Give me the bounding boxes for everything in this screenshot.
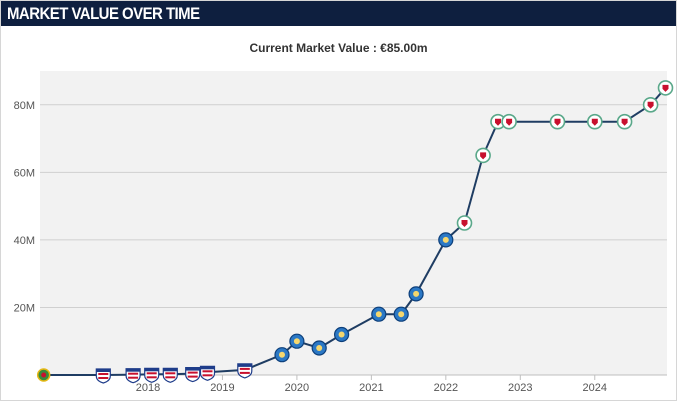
data-point-liverpool[interactable] [501,113,517,130]
y-tick-label: 60M [14,167,35,179]
x-tick-label: 2023 [508,382,532,394]
data-point-junior[interactable] [162,367,178,383]
data-point-junior[interactable] [199,365,216,381]
panel-header: MARKET VALUE OVER TIME [1,1,676,26]
data-point-junior[interactable] [125,368,141,384]
x-tick-label: 2021 [359,382,383,394]
x-tick-label: 2024 [583,382,607,394]
data-point-porto[interactable] [289,333,305,349]
x-tick-label: 2019 [210,382,234,394]
data-point-porto[interactable] [274,347,290,363]
data-point-porto[interactable] [408,286,424,302]
data-point-liverpool[interactable] [586,113,603,130]
data-point-porto[interactable] [311,340,327,356]
x-tick-label: 2018 [136,382,160,394]
data-point-liverpool[interactable] [616,113,633,130]
data-point-porto[interactable] [371,306,387,322]
panel-title: MARKET VALUE OVER TIME [7,4,200,23]
y-axis-ticks: 20M 40M 60M 80M [14,100,35,315]
data-point-liverpool[interactable] [549,113,566,130]
x-tick-label: 2020 [285,382,309,394]
y-tick-label: 20M [14,302,35,314]
data-markers [36,80,674,384]
data-point-porto[interactable] [393,306,409,322]
data-point-liverpool[interactable] [657,80,674,96]
data-point-liverpool[interactable] [456,215,473,231]
plot-area [40,71,667,375]
data-point-junior[interactable] [144,367,160,383]
data-point-junior[interactable] [185,367,201,383]
x-axis-ticks: 2018 2019 2020 2021 2022 2023 2024 [136,375,607,394]
data-point-junior[interactable] [95,368,111,384]
data-point-porto[interactable] [438,232,454,248]
data-point-junior[interactable] [237,363,253,379]
chart-subtitle: Current Market Value : €85.00m [249,41,428,55]
data-point-porto[interactable] [334,326,350,343]
data-point-liverpool[interactable] [475,147,491,164]
y-tick-label: 80M [14,100,35,112]
y-tick-label: 40M [14,235,35,247]
grid-lines [40,104,667,376]
data-point-liverpool[interactable] [642,97,659,113]
x-tick-label: 2022 [434,382,458,394]
data-point-liverpool[interactable] [490,113,506,130]
data-point-other[interactable] [36,368,51,382]
